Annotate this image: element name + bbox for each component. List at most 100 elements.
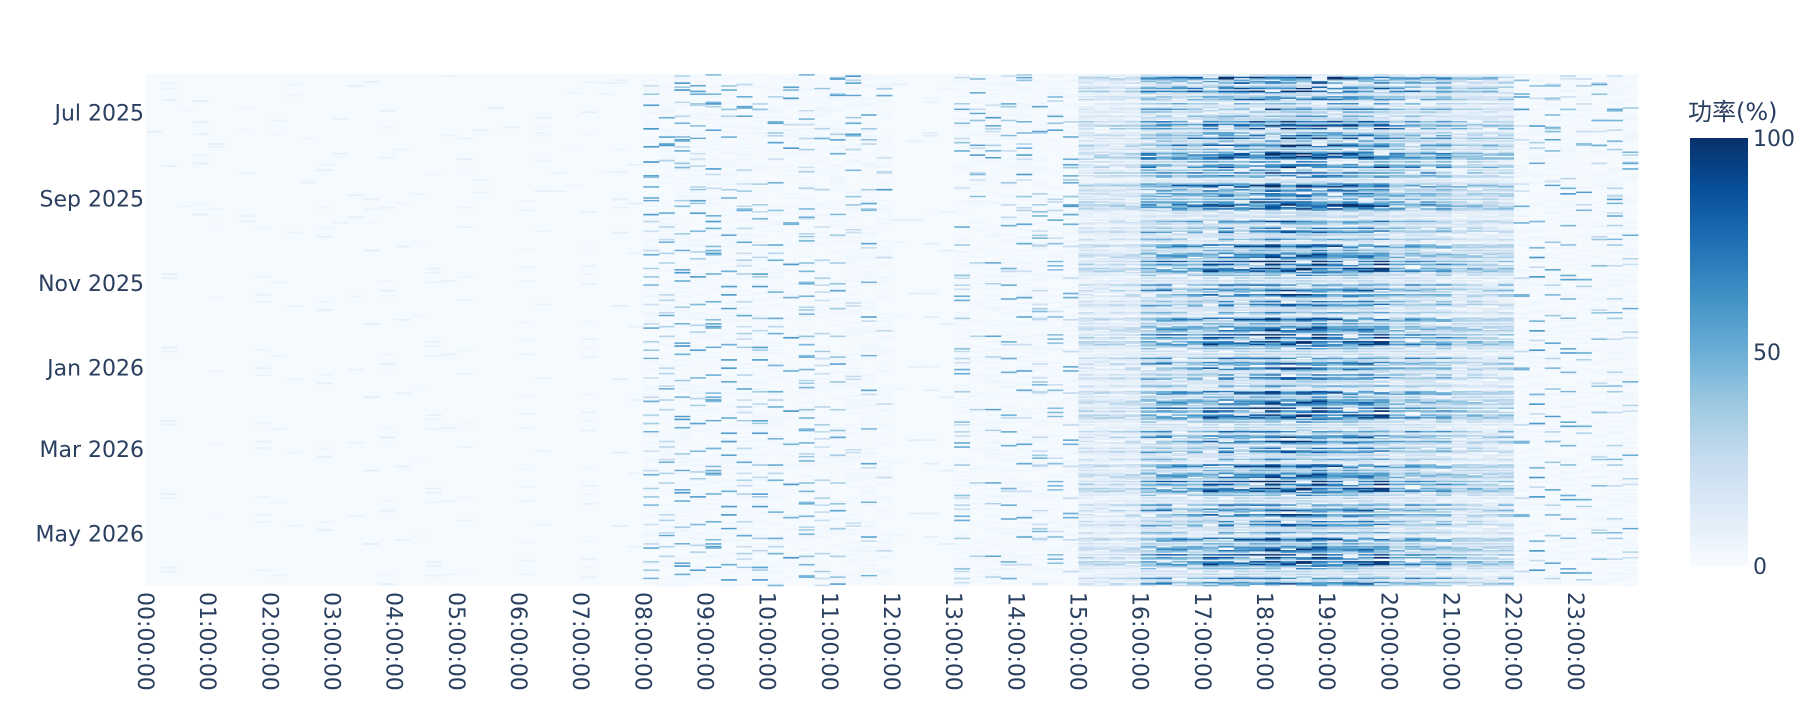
- heatmap-cell: [689, 199, 706, 202]
- heatmap-cell: [1094, 121, 1110, 123]
- heatmap-cell: [1233, 97, 1250, 100]
- heatmap-cell: [829, 123, 846, 126]
- heatmap-cell: [1358, 162, 1375, 165]
- heatmap-cell: [1482, 115, 1499, 118]
- heatmap-cell: [1467, 123, 1483, 126]
- heatmap-cell: [1311, 103, 1328, 105]
- heatmap-cell: [1218, 101, 1235, 104]
- heatmap-cell: [1265, 82, 1281, 84]
- heatmap-cell: [689, 139, 706, 141]
- heatmap-cell: [1187, 222, 1204, 224]
- heatmap-cell: [1420, 83, 1437, 86]
- heatmap-cell: [1451, 79, 1468, 82]
- heatmap-cell: [1202, 213, 1219, 216]
- heatmap-cell: [1016, 242, 1033, 245]
- heatmap-cell: [1249, 157, 1266, 159]
- heatmap-cell: [1094, 86, 1110, 89]
- heatmap-cell: [1047, 147, 1064, 150]
- heatmap-cell: [876, 157, 893, 159]
- heatmap-cell: [1078, 108, 1095, 111]
- heatmap-cell: [1233, 91, 1250, 94]
- heatmap-cell: [1171, 205, 1188, 208]
- heatmap-cell: [1218, 104, 1235, 107]
- heatmap-cell: [1404, 151, 1421, 154]
- heatmap-cell: [1373, 199, 1390, 202]
- heatmap-cell: [705, 122, 722, 125]
- heatmap-cell: [1389, 151, 1406, 154]
- heatmap-cell: [1404, 115, 1421, 118]
- heatmap-cell: [1109, 180, 1126, 183]
- heatmap-cell: [1482, 91, 1499, 94]
- heatmap-cell: [1280, 90, 1297, 93]
- heatmap-cell: [1265, 184, 1281, 187]
- heatmap-cell: [1094, 190, 1110, 192]
- heatmap-cell: [689, 104, 706, 107]
- heatmap-cell: [1420, 114, 1437, 116]
- heatmap-cell: [721, 209, 737, 212]
- heatmap-cell: [1296, 101, 1313, 104]
- heatmap-cell: [1358, 176, 1375, 179]
- heatmap-cell: [1140, 175, 1157, 177]
- heatmap-cell: [1591, 144, 1608, 147]
- heatmap-cell: [1435, 101, 1452, 104]
- heatmap-cell: [1218, 162, 1235, 165]
- heatmap-cell: [1218, 134, 1235, 137]
- heatmap-cell: [1233, 150, 1250, 152]
- heatmap-cell: [1265, 180, 1281, 183]
- heatmap-cell: [1202, 109, 1219, 112]
- heatmap-cell: [1249, 132, 1266, 134]
- heatmap-cell: [1482, 208, 1499, 210]
- heatmap-cell: [1094, 159, 1110, 162]
- heatmap-cell: [1622, 199, 1639, 202]
- heatmap-cell: [1140, 123, 1157, 126]
- heatmap-cell: [1482, 188, 1499, 191]
- heatmap-cell: [1435, 226, 1452, 228]
- heatmap-cell: [1125, 177, 1142, 180]
- heatmap-cell: [192, 162, 209, 165]
- heatmap-cell: [1218, 103, 1235, 105]
- heatmap-cell: [1327, 98, 1344, 101]
- heatmap-cell: [1358, 175, 1375, 177]
- heatmap-cell: [736, 147, 753, 150]
- heatmap-cell: [814, 145, 831, 148]
- heatmap-cell: [1482, 217, 1499, 220]
- heatmap-cell: [689, 204, 706, 206]
- heatmap-cell: [1342, 166, 1359, 169]
- heatmap-cell: [1622, 157, 1639, 159]
- heatmap-cell: [1467, 89, 1483, 91]
- heatmap-cell: [1109, 177, 1126, 180]
- heatmap-cell: [1156, 198, 1173, 201]
- heatmap-cell: [1140, 100, 1157, 102]
- heatmap-cell: [1202, 76, 1219, 79]
- heatmap-cell: [1094, 208, 1110, 210]
- heatmap-cell: [1342, 208, 1359, 210]
- heatmap-cell: [1202, 228, 1219, 231]
- heatmap-cell: [1435, 184, 1452, 187]
- heatmap-cell: [1062, 105, 1079, 108]
- heatmap-cell: [1109, 228, 1126, 231]
- heatmap-cell: [1404, 79, 1421, 82]
- heatmap-cell: [860, 213, 877, 216]
- heatmap-cell: [1591, 245, 1608, 248]
- heatmap-cell: [1606, 76, 1623, 79]
- heatmap-cell: [1467, 227, 1483, 230]
- heatmap-cell: [1031, 132, 1048, 134]
- heatmap-cell: [1498, 90, 1515, 93]
- heatmap-cell: [1218, 111, 1235, 114]
- heatmap-cell: [1140, 75, 1157, 78]
- heatmap-cell: [1435, 104, 1452, 107]
- heatmap-cell: [860, 210, 877, 213]
- heatmap-cell: [985, 123, 1002, 126]
- heatmap-cell: [1156, 94, 1173, 97]
- heatmap-cell: [1187, 78, 1204, 80]
- heatmap-cell: [969, 145, 986, 148]
- heatmap-cell: [1202, 90, 1219, 93]
- heatmap-cell: [1156, 191, 1173, 194]
- heatmap-cell: [1389, 86, 1406, 89]
- heatmap-cell: [1467, 147, 1483, 150]
- heatmap-cell: [1187, 157, 1204, 159]
- heatmap-cell: [1233, 188, 1250, 191]
- heatmap-cell: [1156, 108, 1173, 111]
- heatmap-cell: [1420, 94, 1437, 97]
- heatmap-cell: [1156, 91, 1173, 94]
